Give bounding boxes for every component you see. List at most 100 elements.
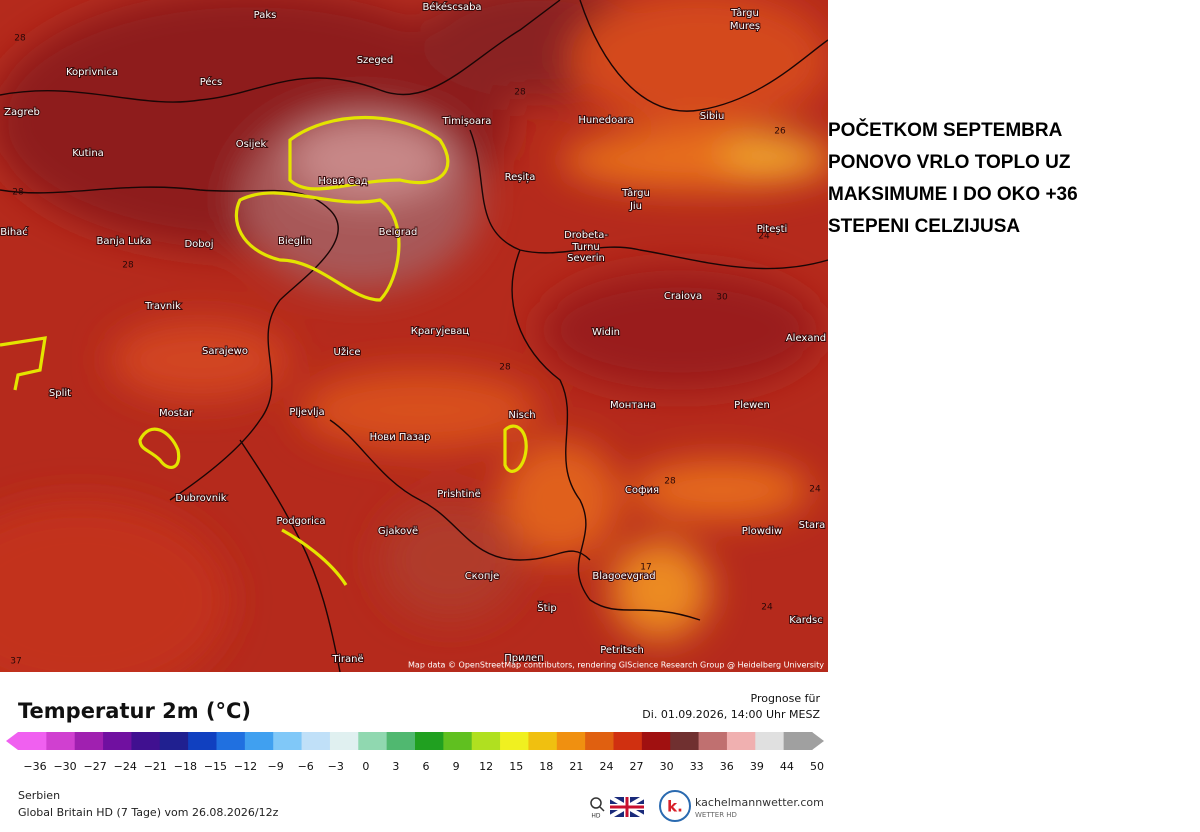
city-label: Sarajewo: [202, 346, 248, 357]
language-flag[interactable]: [608, 795, 646, 819]
colorbar-segment: [216, 732, 246, 750]
model-run: Global Britain HD (7 Tage) vom 26.08.202…: [18, 806, 279, 819]
region: Serbien: [18, 789, 60, 802]
colorbar-segment: [131, 732, 161, 750]
city-label: Belgrad: [379, 227, 418, 238]
colorbar-segment: [18, 732, 47, 750]
colorbar-segment: [443, 732, 473, 750]
colorbar-tick-label: −27: [84, 760, 107, 773]
highlight-outlines: [0, 115, 528, 586]
colorbar-tick-label: 21: [569, 760, 583, 773]
city-label: Petritsch: [600, 645, 644, 656]
colorbar-tick-label: −24: [114, 760, 137, 773]
colorbar-segment: [755, 732, 785, 750]
city-label: Нови Сад: [318, 176, 367, 187]
city-label: Târgu: [730, 7, 759, 19]
city-label: София: [625, 485, 659, 496]
colorbar-segment: [74, 732, 104, 750]
colorbar-end: [812, 732, 824, 750]
colorbar-segment: [783, 732, 813, 750]
colorbar-tick-label: −6: [298, 760, 314, 773]
city-label: Mureș: [730, 21, 760, 32]
city-label: Нови Пазар: [370, 432, 431, 443]
contour-label: 28: [514, 88, 526, 98]
temperature-field: [0, 0, 828, 672]
city-label: Banja Luka: [97, 236, 152, 247]
city-label: Jiu: [629, 201, 642, 212]
city-label: Stara: [799, 520, 826, 531]
contour-label: 24: [758, 232, 770, 242]
colorbar-segment: [670, 732, 700, 750]
colorbar-tick-label: 3: [392, 760, 399, 773]
colorbar-segment: [471, 732, 501, 750]
city-label: Gjakovë: [378, 526, 418, 537]
city-label: Крагујевац: [411, 325, 470, 337]
city-label: Prishtinë: [437, 489, 480, 500]
brand-sub: WETTER HD: [695, 811, 737, 819]
city-label: Osijek: [236, 139, 267, 150]
colorbar-segment: [613, 732, 643, 750]
colorbar-tick-label: 18: [539, 760, 553, 773]
city-label: Štip: [537, 601, 556, 614]
contour-label: 28: [664, 477, 676, 487]
city-label: Kardsc: [789, 615, 823, 626]
colorbar-segment: [46, 732, 76, 750]
city-label: Szeged: [357, 55, 394, 66]
colorbar-tick-label: −15: [204, 760, 227, 773]
contour-label: 37: [10, 657, 21, 667]
annotation-line: POČETKOM SEPTEMBRA: [828, 119, 1063, 141]
city-label: Pécs: [200, 76, 223, 88]
city-label: Koprivnica: [66, 67, 118, 78]
city-label: Kutina: [72, 148, 104, 159]
colorbar-segment: [415, 732, 444, 750]
colorbar-tick-label: −36: [23, 760, 46, 773]
contour-label: 28: [122, 261, 134, 271]
colorbar-tick-label: −3: [328, 760, 344, 773]
map: [0, 0, 828, 672]
logo-circle[interactable]: [659, 790, 691, 822]
annotation-line: MAKSIMUME I DO OKO +36: [828, 184, 1078, 205]
colorbar-tick-label: 27: [630, 760, 644, 773]
city-label: Severin: [567, 253, 605, 264]
colorbar-tick-label: −12: [234, 760, 257, 773]
city-label: Travnik: [144, 301, 181, 312]
annotation-line: PONOVO VRLO TOPLO UZ: [828, 152, 1071, 173]
colorbar-tick-label: −21: [144, 760, 167, 773]
city-label: Drobeta-: [564, 230, 608, 241]
contour-label: 26: [774, 127, 786, 137]
colorbar: −36 −30 −27 −24 −21 −18 −15 −12 −9 −6 −3 0 3 6 9 12 15 18…: [6, 732, 824, 773]
attribution: Map data © OpenStreetMap contributors, r…: [408, 661, 824, 670]
contour-label: 28: [12, 188, 24, 198]
city-label: Podgorica: [276, 516, 325, 527]
city-label: Монтана: [610, 400, 656, 411]
legend-title: Temperatur 2m (°C): [18, 699, 251, 723]
search-icon[interactable]: HD: [590, 797, 605, 820]
colorbar-segment: [698, 732, 728, 750]
colorbar-tick-label: 0: [362, 760, 369, 773]
brand[interactable]: kachelmannwetter.com: [695, 796, 824, 809]
city-label: Pitești: [757, 224, 788, 235]
forecast-label: Prognose für: [751, 692, 821, 705]
annotation: POČETKOM SEPTEMBRA PONOVO VRLO TOPLO UZ MA…: [828, 119, 1078, 237]
city-label: Plowdiw: [742, 526, 782, 537]
city-labels: Paks Békéscsaba Târgu Mureș Koprivnica Pécs Sz…: [0, 0, 827, 666]
colorbar-segment: [159, 732, 189, 750]
city-label: Widin: [592, 327, 620, 338]
city-label: Târgu: [621, 187, 650, 199]
logo: k.: [667, 798, 683, 816]
colorbar-segment: [103, 732, 132, 750]
city-label: Split: [49, 388, 71, 399]
city-label: Békéscsaba: [422, 1, 481, 13]
contour-label: 24: [809, 485, 821, 495]
colorbar-segment: [329, 732, 359, 750]
colorbar-tick-label: 12: [479, 760, 493, 773]
colorbar-segment: [528, 732, 558, 750]
city-label: Dubrovnik: [175, 493, 226, 504]
city-label: Скопје: [465, 570, 500, 582]
contour-label: 30: [716, 293, 728, 303]
city-label: Sibiu: [700, 111, 725, 122]
colorbar-segment: [301, 732, 331, 750]
colorbar-segment: [500, 732, 529, 750]
colorbar-segment: [556, 732, 586, 750]
